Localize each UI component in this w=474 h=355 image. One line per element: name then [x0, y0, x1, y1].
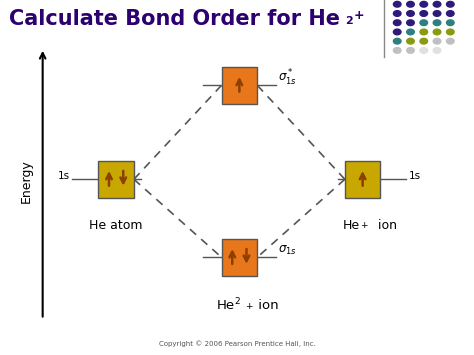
Circle shape: [407, 20, 414, 26]
Circle shape: [393, 1, 401, 7]
Bar: [345, 160, 380, 198]
Circle shape: [393, 38, 401, 44]
Bar: [221, 239, 257, 276]
Circle shape: [447, 38, 454, 44]
Circle shape: [420, 20, 428, 26]
Circle shape: [447, 29, 454, 35]
Circle shape: [433, 11, 441, 16]
Circle shape: [393, 29, 401, 35]
Circle shape: [393, 11, 401, 16]
Text: He atom: He atom: [90, 219, 143, 232]
Text: +: +: [360, 221, 368, 230]
Text: 2: 2: [235, 297, 240, 306]
Circle shape: [447, 1, 454, 7]
Text: $\sigma^*_{1s}$: $\sigma^*_{1s}$: [279, 68, 297, 88]
Circle shape: [420, 1, 428, 7]
Text: ion: ion: [374, 219, 398, 232]
Circle shape: [433, 48, 441, 53]
Circle shape: [433, 20, 441, 26]
Text: He: He: [343, 219, 360, 232]
Circle shape: [420, 29, 428, 35]
Circle shape: [407, 1, 414, 7]
Circle shape: [407, 11, 414, 16]
Text: Copyright © 2006 Pearson Prentice Hall, Inc.: Copyright © 2006 Pearson Prentice Hall, …: [159, 340, 315, 347]
Text: 2: 2: [345, 16, 353, 26]
Text: +: +: [246, 301, 253, 311]
Circle shape: [447, 20, 454, 26]
Circle shape: [407, 38, 414, 44]
Circle shape: [420, 48, 428, 53]
Text: He: He: [217, 299, 235, 312]
Circle shape: [393, 48, 401, 53]
Text: Energy: Energy: [19, 159, 33, 203]
Text: 1s: 1s: [409, 171, 421, 181]
Text: ion: ion: [254, 299, 278, 312]
Circle shape: [433, 1, 441, 7]
Circle shape: [433, 38, 441, 44]
Bar: [221, 67, 257, 104]
Circle shape: [393, 20, 401, 26]
Circle shape: [433, 29, 441, 35]
Circle shape: [447, 11, 454, 16]
Circle shape: [420, 38, 428, 44]
Circle shape: [407, 48, 414, 53]
Text: Calculate Bond Order for He: Calculate Bond Order for He: [9, 9, 340, 29]
Circle shape: [420, 11, 428, 16]
Text: $\sigma_{1s}$: $\sigma_{1s}$: [279, 244, 297, 257]
Circle shape: [407, 29, 414, 35]
Text: 1s: 1s: [58, 171, 70, 181]
Bar: [98, 160, 134, 198]
Text: +: +: [353, 9, 364, 22]
